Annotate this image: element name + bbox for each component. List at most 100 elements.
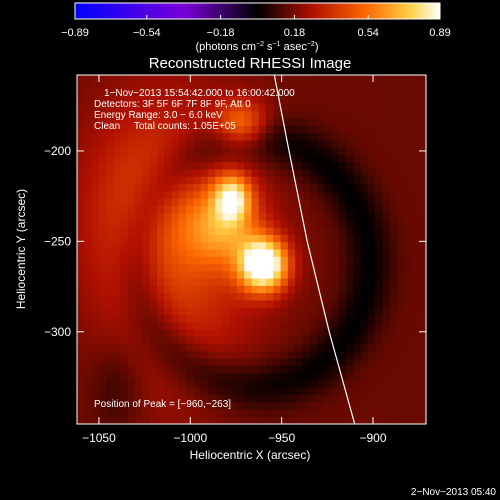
heatmap-cell <box>178 198 187 207</box>
heatmap-cell <box>200 307 209 316</box>
heatmap-cell <box>236 125 245 134</box>
heatmap-cell <box>84 111 92 120</box>
heatmap-cell <box>251 256 260 265</box>
heatmap-cell <box>266 154 274 163</box>
heatmap-cell <box>207 111 216 120</box>
heatmap-cell <box>324 89 332 98</box>
heatmap-cell <box>91 344 100 352</box>
heatmap-cell <box>156 307 165 316</box>
heatmap-cell <box>287 140 296 149</box>
heatmap-cell <box>106 162 114 170</box>
heatmap-cell <box>353 125 361 134</box>
heatmap-cell <box>287 387 296 396</box>
heatmap-cell <box>295 329 303 338</box>
heatmap-cell <box>186 387 194 396</box>
heatmap-cell <box>193 234 201 243</box>
heatmap-cell <box>178 75 187 83</box>
heatmap-cell <box>222 198 231 207</box>
heatmap-cell <box>316 271 325 279</box>
heatmap-cell <box>77 329 85 338</box>
heatmap-cell <box>353 227 361 236</box>
heatmap-cell <box>156 147 165 156</box>
heatmap-cell <box>244 242 252 250</box>
heatmap-cell <box>236 191 245 199</box>
heatmap-cell <box>295 307 303 316</box>
heatmap-cell <box>258 256 267 265</box>
heatmap-cell <box>324 264 332 272</box>
heatmap-cell <box>353 271 361 279</box>
heatmap-cell <box>106 140 114 149</box>
heatmap-cell <box>215 387 223 396</box>
heatmap-cell <box>346 82 354 90</box>
heatmap-cell <box>266 133 274 141</box>
heatmap-cell <box>142 344 151 352</box>
heatmap-cell <box>171 373 180 381</box>
heatmap-cell <box>316 176 325 185</box>
heatmap-cell <box>200 278 209 287</box>
heatmap-cell <box>360 278 369 287</box>
heatmap-cell <box>404 82 412 90</box>
heatmap-cell <box>331 380 340 389</box>
heatmap-cell <box>178 293 187 301</box>
heatmap-cell <box>266 242 274 250</box>
heatmap-cell <box>302 89 311 98</box>
heatmap-cell <box>316 198 325 207</box>
heatmap-cell <box>251 387 260 396</box>
heatmap-cell <box>382 416 391 424</box>
heatmap-cell <box>331 293 340 301</box>
heatmap-cell <box>382 176 391 185</box>
heatmap-cell <box>127 365 136 374</box>
heatmap-cell <box>346 104 354 112</box>
heatmap-cell <box>382 322 391 330</box>
heatmap-cell <box>411 271 420 279</box>
heatmap-cell <box>106 344 114 352</box>
heatmap-cell <box>280 365 289 374</box>
heatmap-cell <box>324 307 332 316</box>
heatmap-cell <box>164 147 172 156</box>
heatmap-cell <box>156 271 165 279</box>
heatmap-cell <box>266 213 274 221</box>
heatmap-cell <box>295 373 303 381</box>
heatmap-cell <box>266 344 274 352</box>
heatmap-cell <box>331 264 340 272</box>
heatmap-cell <box>280 213 289 221</box>
heatmap-cell <box>156 191 165 199</box>
heatmap-cell <box>258 82 267 90</box>
heatmap-cell <box>389 344 398 352</box>
heatmap-cell <box>244 373 252 381</box>
heatmap-cell <box>273 205 281 214</box>
heatmap-cell <box>360 96 369 105</box>
heatmap-cell <box>113 242 122 250</box>
heatmap-cell <box>404 373 412 381</box>
heatmap-cell <box>120 184 129 192</box>
heatmap-cell <box>244 271 252 279</box>
heatmap-cell <box>164 198 172 207</box>
heatmap-cell <box>324 402 332 410</box>
heatmap-cell <box>229 154 238 163</box>
heatmap-cell <box>258 402 267 410</box>
heatmap-cell <box>375 256 383 265</box>
heatmap-cell <box>353 133 361 141</box>
heatmap-cell <box>280 104 289 112</box>
heatmap-cell <box>244 416 252 424</box>
heatmap-cell <box>84 205 92 214</box>
heatmap-cell <box>113 344 122 352</box>
heatmap-cell <box>360 264 369 272</box>
heatmap-cell <box>127 249 136 258</box>
heatmap-cell <box>360 293 369 301</box>
heatmap-cell <box>375 198 383 207</box>
heatmap-cell <box>404 285 412 294</box>
heatmap-cell <box>251 322 260 330</box>
heatmap-cell <box>367 82 376 90</box>
heatmap-cell <box>186 118 194 127</box>
heatmap-cell <box>77 314 85 323</box>
heatmap-cell <box>244 344 252 352</box>
heatmap-cell <box>142 198 151 207</box>
heatmap-cell <box>200 394 209 403</box>
heatmap-cell <box>346 234 354 243</box>
heatmap-cell <box>77 227 85 236</box>
heatmap-cell <box>367 140 376 149</box>
heatmap-cell <box>309 89 318 98</box>
heatmap-cell <box>142 220 151 229</box>
heatmap-cell <box>77 365 85 374</box>
